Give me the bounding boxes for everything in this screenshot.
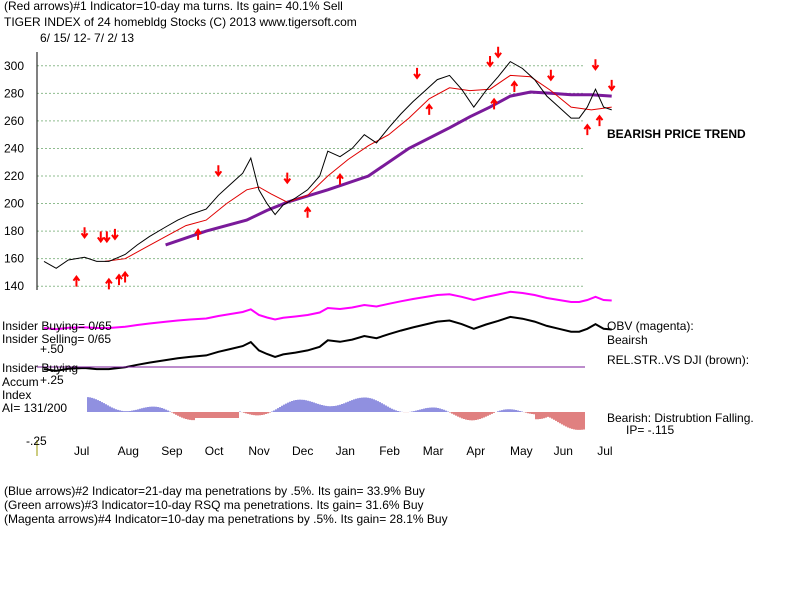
buy-arrow	[105, 277, 113, 290]
minus25-label: -.25	[26, 434, 47, 448]
footer-line-3: (Magenta arrows)#4 Indicator=10-day ma p…	[4, 512, 448, 526]
buy-arrow	[510, 80, 519, 92]
obv-line	[43, 290, 612, 331]
sell-arrow	[96, 231, 105, 244]
insider-selling-count: Insider Selling= 0/65	[2, 332, 112, 346]
accum-histogram	[87, 397, 585, 430]
insider-buying-label: Insider Buying	[2, 361, 79, 375]
buy-arrow	[72, 275, 81, 287]
buy-arrow	[583, 123, 592, 136]
relstr-label: REL.STR..VS DJI (brown):	[607, 353, 750, 367]
bearish-trend-label: BEARISH PRICE TREND	[607, 127, 746, 141]
plus25-label: +.25	[40, 373, 64, 387]
y-tick-label: 180	[4, 224, 24, 238]
footer-line-1: (Blue arrows)#2 Indicator=21-day ma pene…	[4, 484, 425, 498]
y-tick-label: 240	[4, 141, 24, 155]
sell-arrow	[413, 67, 421, 80]
sell-arrow	[80, 227, 89, 239]
x-tick-label: Nov	[248, 444, 269, 458]
x-tick-label: Sep	[161, 444, 183, 458]
sell-arrow	[494, 46, 502, 59]
signal-arrows	[72, 46, 616, 290]
y-tick-label: 160	[4, 252, 24, 266]
x-tick-label: Jun	[554, 444, 573, 458]
sell-arrow	[103, 231, 111, 244]
x-axis-month-labels: Jul Aug Sep Oct Nov Dec Jan Feb Mar Apr May Jun Jul	[74, 444, 613, 458]
x-tick-label: May	[510, 444, 533, 458]
x-tick-label: Mar	[423, 444, 444, 458]
sell-arrow	[547, 69, 555, 82]
x-tick-label: Apr	[466, 444, 485, 458]
buy-arrow	[303, 206, 312, 218]
accum-label: Accum	[2, 375, 39, 389]
sell-arrow	[111, 228, 119, 241]
plus50-label: +.50	[40, 342, 64, 356]
y-tick-label: 220	[4, 169, 24, 183]
sell-arrow	[591, 59, 600, 71]
bearish-distribution-label: Bearish: Distrubtion Falling.	[607, 411, 754, 425]
buy-arrow	[595, 114, 604, 127]
sell-arrow	[607, 79, 616, 92]
header-line-2: TIGER INDEX of 24 homebldg Stocks (C) 20…	[4, 15, 357, 29]
x-tick-label: Feb	[379, 444, 400, 458]
ma-long-line	[165, 90, 612, 247]
buy-arrow	[194, 228, 202, 240]
price-line	[43, 60, 612, 269]
sell-arrow	[486, 55, 494, 68]
y-axis-tick-labels: 140 160 180 200 220 240 260 280 300	[4, 59, 24, 293]
x-tick-label: Jul	[74, 444, 89, 458]
relstr-line	[43, 315, 612, 372]
x-tick-label: Aug	[118, 444, 139, 458]
y-tick-label: 300	[4, 59, 24, 73]
y-tick-label: 140	[4, 279, 24, 293]
sell-arrow	[214, 165, 223, 177]
buy-arrow	[425, 103, 434, 115]
buy-arrow	[490, 97, 498, 110]
obv-label: OBV (magenta):	[607, 319, 694, 333]
sell-arrow	[283, 172, 292, 185]
obv-state: Beairsh	[607, 333, 648, 347]
ai-label: AI= 131/200	[2, 401, 68, 415]
y-tick-label: 200	[4, 197, 24, 211]
index-label: Index	[2, 388, 32, 402]
x-tick-label: Oct	[205, 444, 224, 458]
insider-buying-count: Insider Buying= 0/65	[2, 319, 112, 333]
x-tick-label: Dec	[292, 444, 313, 458]
y-tick-label: 280	[4, 86, 24, 100]
y-tick-label: 260	[4, 114, 24, 128]
price-grid	[37, 65, 585, 287]
ip-label: IP= -.115	[626, 423, 675, 437]
ma-short-line	[104, 74, 612, 262]
footer-line-2: (Green arrows)#3 Indicator=10-day RSQ ma…	[4, 498, 424, 512]
x-tick-label: Jul	[597, 444, 612, 458]
buy-arrow	[115, 273, 123, 286]
header-line-1: (Red arrows)#1 Indicator=10-day ma turns…	[4, 0, 343, 13]
buy-arrow	[336, 173, 344, 185]
header-line-3: 6/ 15/ 12- 7/ 2/ 13	[40, 31, 135, 45]
buy-arrow	[121, 270, 129, 283]
x-tick-label: Jan	[336, 444, 355, 458]
